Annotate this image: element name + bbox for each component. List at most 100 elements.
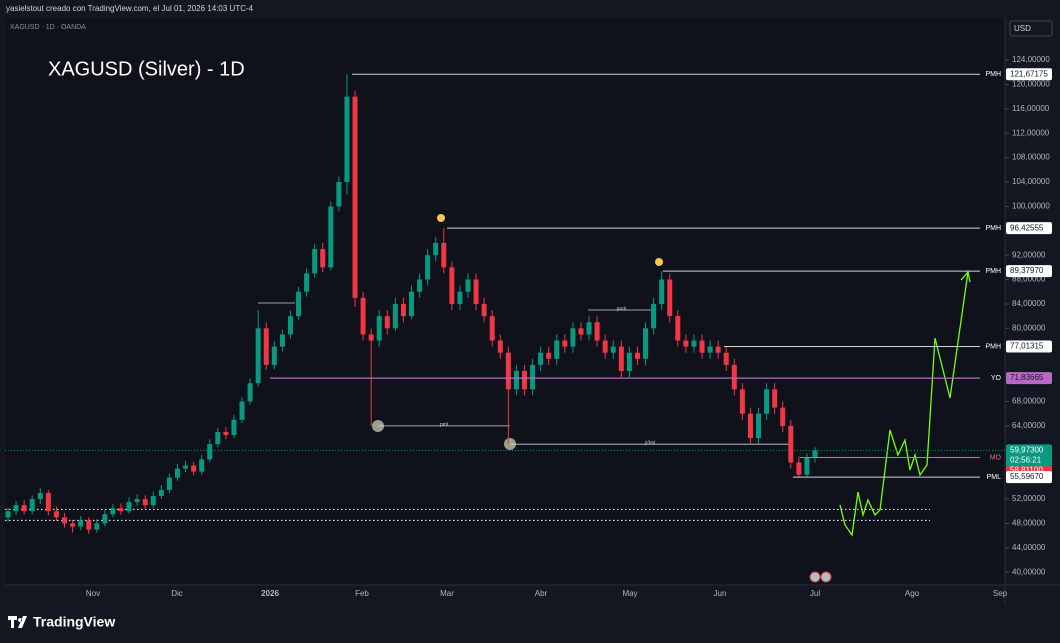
- candle-body: [643, 328, 649, 359]
- candle-body: [126, 502, 132, 512]
- candle-body: [61, 517, 67, 524]
- y-tick-label: 112,00000: [1012, 128, 1050, 137]
- event-icon[interactable]: [820, 571, 832, 583]
- candle-body: [392, 303, 398, 329]
- candle-body: [304, 273, 310, 292]
- price-tag: [1006, 68, 1052, 81]
- candle-body: [457, 291, 463, 304]
- y-tick-label: 100,00000: [1012, 201, 1050, 210]
- candle-body: [626, 352, 632, 372]
- candle-body: [651, 303, 657, 329]
- candle-body: [578, 328, 584, 335]
- candle-body: [602, 340, 608, 353]
- candle-body: [45, 492, 51, 512]
- candle-body: [158, 489, 164, 496]
- candle-body: [376, 316, 382, 341]
- candle-body: [554, 340, 560, 359]
- x-tick-label: Ago: [905, 589, 920, 598]
- candle-body: [562, 340, 568, 347]
- price-tag-label: 89,37970: [1010, 266, 1044, 275]
- price-tag: [1006, 222, 1052, 235]
- candle-body: [675, 316, 681, 341]
- y-tick-label: 124,00000: [1012, 55, 1050, 64]
- candle-body: [739, 389, 745, 414]
- candle-body: [497, 340, 503, 353]
- y-tick-label: 84,00000: [1012, 299, 1046, 308]
- candle-body: [271, 346, 277, 365]
- candle-body: [473, 279, 479, 304]
- candle-body: [530, 364, 536, 390]
- candle-body: [239, 401, 245, 420]
- x-tick-label: Jun: [714, 589, 727, 598]
- price-tag-label: 58,81100: [1010, 466, 1043, 475]
- candle-body: [691, 340, 697, 347]
- candle-body: [118, 508, 124, 512]
- x-tick-label: Sep: [993, 589, 1008, 598]
- projection-arrow: [960, 270, 971, 283]
- level-name: PMH: [985, 71, 1001, 78]
- y-tick-label: 80,00000: [1012, 323, 1046, 332]
- candle-body: [37, 492, 43, 500]
- candle-body: [21, 505, 27, 512]
- candle-body: [465, 279, 471, 292]
- candle-body: [191, 465, 197, 472]
- candle-body: [344, 96, 350, 183]
- candle-body: [223, 431, 229, 436]
- candle-body: [78, 520, 84, 527]
- candle-body: [368, 334, 374, 341]
- price-tag: [1006, 340, 1052, 353]
- y-tick-label: 64,00000: [1012, 421, 1046, 430]
- chart-title: XAGUSD (Silver) - 1D: [48, 58, 245, 80]
- logo: [8, 616, 27, 628]
- candle-body: [756, 413, 762, 439]
- projection: [839, 270, 971, 537]
- y-tick-label: 44,00000: [1012, 543, 1046, 552]
- candle-body: [780, 407, 786, 426]
- level-name: YO: [991, 375, 1002, 382]
- price-tag: [1006, 265, 1052, 278]
- candle-body: [441, 242, 447, 268]
- candle-body: [215, 431, 221, 445]
- x-tick-label: Dic: [171, 589, 183, 598]
- price-tag-label: 71,83665: [1010, 373, 1044, 382]
- candle-body: [586, 322, 592, 335]
- candle-body: [481, 303, 487, 317]
- candle-body: [352, 96, 358, 298]
- candle-body: [166, 477, 172, 490]
- level-name: PMH: [985, 225, 1001, 232]
- candle-body: [174, 468, 180, 478]
- footer: [0, 605, 1060, 643]
- price-tag-label: 77,01315: [1010, 342, 1044, 351]
- bulb: [655, 258, 663, 266]
- candle-body: [788, 425, 794, 463]
- annotation-label: pmh: [617, 306, 627, 312]
- candle-body: [772, 389, 778, 408]
- candle-body: [796, 462, 802, 475]
- candle-body: [183, 465, 189, 469]
- plot-area: [5, 18, 1005, 585]
- candle-body: [513, 371, 519, 390]
- logo-icon: [8, 616, 27, 628]
- brand: TradingView: [33, 614, 115, 630]
- y-tick-label: 120,00000: [1012, 80, 1050, 89]
- currency-box[interactable]: [1009, 20, 1053, 37]
- candle-body: [199, 459, 205, 472]
- candle-body: [134, 499, 140, 503]
- events: [809, 571, 832, 583]
- event-icon[interactable]: [809, 571, 821, 583]
- y-tick-label: 40,00000: [1012, 567, 1046, 576]
- countdown: 02:56:21: [1010, 456, 1042, 465]
- candle-body: [683, 340, 689, 347]
- candle-body: [312, 249, 318, 274]
- price-tag-label: 55,59670: [1010, 472, 1044, 481]
- candle-body: [53, 511, 59, 518]
- current-tag: [1006, 444, 1052, 467]
- y-tick-label: 88,00000: [1012, 275, 1046, 284]
- bulb: [437, 214, 445, 222]
- candle-body: [5, 511, 11, 518]
- candle-body: [417, 279, 423, 292]
- price-tag: [1006, 372, 1052, 385]
- x-tick-label: Jul: [810, 589, 820, 598]
- candle-body: [433, 242, 439, 256]
- y-tick-label: 104,00000: [1012, 177, 1050, 186]
